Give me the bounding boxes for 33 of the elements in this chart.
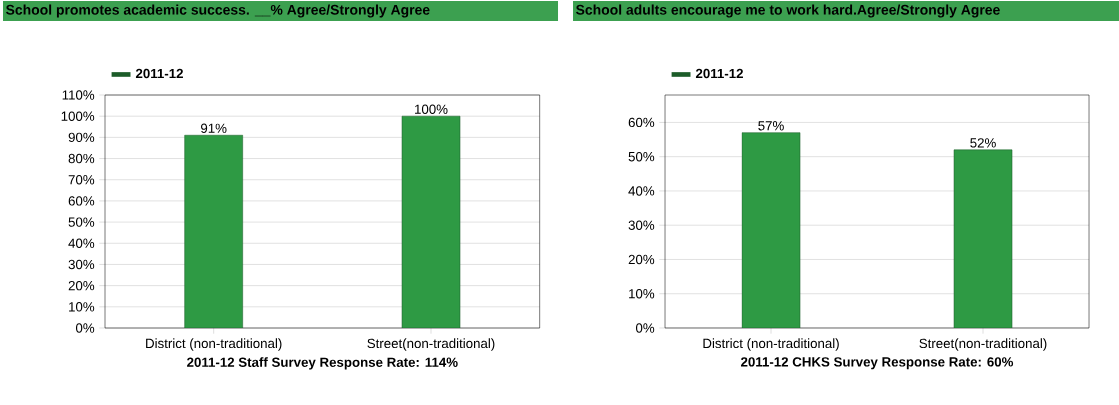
y-tick-label: 50% xyxy=(628,151,655,162)
x-tick-label: District (non-traditional) xyxy=(703,338,839,351)
y-tick-label: 0% xyxy=(75,323,95,333)
y-tick-label: 70% xyxy=(68,175,95,185)
data-label: 100% xyxy=(415,104,448,114)
y-tick-label: 10% xyxy=(629,289,655,299)
x-tick-label: Street(non-traditional) xyxy=(367,338,495,351)
y-tick-label: 40% xyxy=(68,238,95,248)
x-axis-title: 2011-12 Staff Survey Response Rate: 114% xyxy=(187,357,458,370)
data-label: 57% xyxy=(758,121,784,131)
y-tick-label: 40% xyxy=(628,186,655,196)
chart-title: School adults encourage me to work hard.Agree/Strongly Agree xyxy=(576,4,1000,18)
x-tick-label: Street(non-traditional) xyxy=(919,338,1047,351)
x-tick-label: District (non-traditional) xyxy=(146,338,282,351)
text: 2011-12 xyxy=(695,68,743,79)
y-tick-label: 0% xyxy=(635,323,655,333)
y-tick-label: 60% xyxy=(628,117,655,128)
text: 2011-12 xyxy=(135,68,183,79)
x-axis-title: 2011-12 CHKS Survey Response Rate: 60% xyxy=(741,357,1014,370)
y-tick-label: 20% xyxy=(628,254,655,265)
y-tick-label: 50% xyxy=(68,217,95,227)
y-tick-label: 80% xyxy=(68,153,95,164)
y-tick-label: 30% xyxy=(68,259,95,270)
y-tick-label: 20% xyxy=(68,280,95,291)
y-tick-label: 30% xyxy=(628,220,655,230)
y-tick-label: 110% xyxy=(62,90,95,100)
y-tick-label: 10% xyxy=(69,302,95,312)
y-tick-label: 60% xyxy=(68,196,95,206)
y-tick-label: 90% xyxy=(68,132,95,143)
data-label: 52% xyxy=(970,138,996,148)
y-tick-label: 100% xyxy=(61,111,95,121)
chart-title: School promotes academic success. __% Agree/Strongly Agree xyxy=(6,4,430,18)
data-label: 91% xyxy=(201,123,227,133)
